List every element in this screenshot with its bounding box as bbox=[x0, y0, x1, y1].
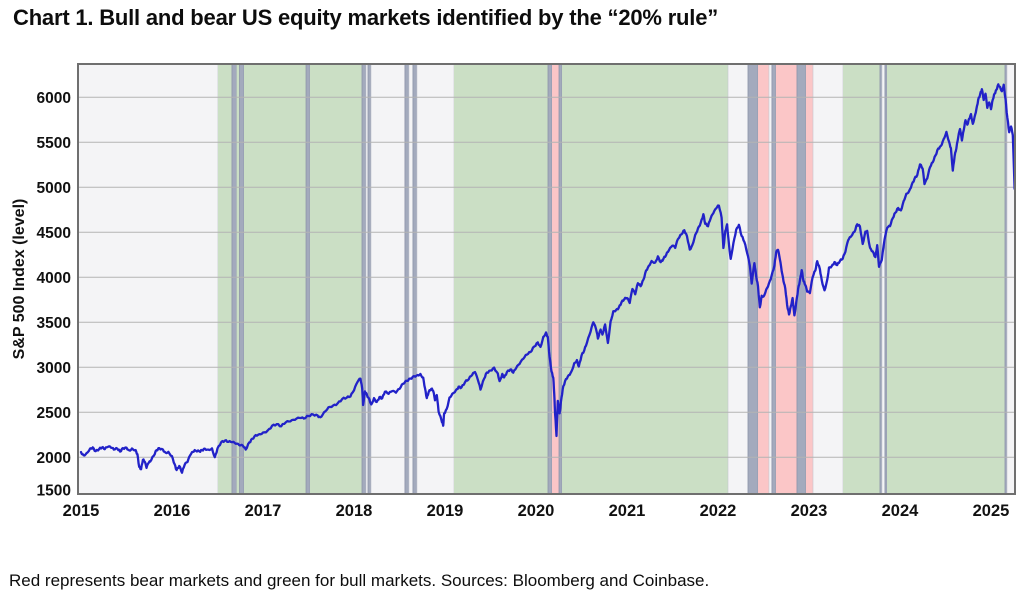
y-axis-title: S&P 500 Index (level) bbox=[11, 199, 28, 360]
y-axis-tick-label: 4500 bbox=[37, 225, 71, 242]
market-regime-band-edge bbox=[884, 63, 888, 495]
market-regime-band-bull bbox=[309, 64, 363, 494]
market-regime-band-edge bbox=[879, 63, 883, 495]
market-regime-band-neutral bbox=[881, 63, 886, 495]
plot-border bbox=[77, 63, 1016, 495]
y-axis-tick-label: 3000 bbox=[37, 360, 71, 377]
market-regime-band-edge bbox=[547, 63, 553, 495]
market-regime-band-bear bbox=[758, 64, 769, 494]
market-regime-band-edge bbox=[367, 63, 372, 495]
y-axis-tick-label: 2000 bbox=[37, 450, 71, 467]
market-regime-band-bull bbox=[217, 64, 232, 494]
x-axis-tick-label: 2025 bbox=[973, 502, 1010, 520]
y-axis-tick-label: 5000 bbox=[37, 180, 71, 197]
x-axis-tick-label: 2020 bbox=[518, 502, 555, 520]
market-regime-band-edge bbox=[796, 63, 807, 495]
x-axis-tick-label: 2021 bbox=[609, 502, 646, 520]
market-regime-band-neutral bbox=[370, 63, 406, 495]
market-regime-band-bull bbox=[843, 64, 880, 494]
market-regime-band-bull bbox=[454, 64, 549, 494]
x-axis-tick-label: 2019 bbox=[427, 502, 464, 520]
market-regime-band-bear bbox=[805, 64, 813, 494]
market-regime-band-bull bbox=[562, 64, 728, 494]
x-axis-tick-label: 2024 bbox=[882, 502, 920, 520]
market-regime-band-edge bbox=[404, 63, 410, 495]
market-regime-band-edge bbox=[1004, 63, 1008, 495]
market-regime-band-neutral bbox=[77, 63, 219, 495]
y-axis-tick-label: 5500 bbox=[37, 135, 71, 152]
market-regime-band-neutral bbox=[416, 63, 455, 495]
chart-caption: Red represents bear markets and green fo… bbox=[9, 571, 710, 590]
chart-title: Chart 1. Bull and bear US equity markets… bbox=[13, 5, 719, 30]
y-axis-tick-label: 6000 bbox=[37, 90, 71, 107]
market-regime-band-edge bbox=[412, 63, 418, 495]
sp500-series-line bbox=[79, 83, 1016, 474]
y-axis-tick-label: 1500 bbox=[37, 483, 71, 500]
market-regime-band-neutral bbox=[408, 63, 414, 495]
market-regime-band-bull bbox=[886, 64, 1005, 494]
market-regime-band-edge bbox=[231, 63, 237, 495]
x-axis-tick-label: 2017 bbox=[245, 502, 282, 520]
market-regime-band-bear bbox=[775, 64, 797, 494]
x-axis-tick-label: 2018 bbox=[336, 502, 373, 520]
y-axis-tick-label: 2500 bbox=[37, 405, 71, 422]
market-regime-band-edge bbox=[771, 63, 777, 495]
x-axis-tick-label: 2023 bbox=[791, 502, 828, 520]
sp500-line-chart: 1500 2000 2500 3000 3500 4000 4500 5000 5500 6000… bbox=[11, 63, 1016, 520]
market-regime-band-edge bbox=[239, 63, 245, 495]
market-regime-band-bull bbox=[243, 64, 307, 494]
y-axis-tick-label: 4000 bbox=[37, 270, 71, 287]
x-axis-tick-label: 2022 bbox=[700, 502, 737, 520]
market-regime-band-edge bbox=[361, 63, 367, 495]
x-axis-tick-label: 2015 bbox=[63, 502, 100, 520]
market-regime-band-edge bbox=[558, 63, 563, 495]
market-regime-band-bull bbox=[236, 64, 240, 494]
market-regime-band-bear bbox=[552, 64, 560, 494]
y-axis-tick-label: 3500 bbox=[37, 315, 71, 332]
x-axis-tick-label: 2016 bbox=[154, 502, 191, 520]
market-regime-band-neutral bbox=[727, 63, 749, 495]
market-regime-band-edge bbox=[305, 63, 311, 495]
